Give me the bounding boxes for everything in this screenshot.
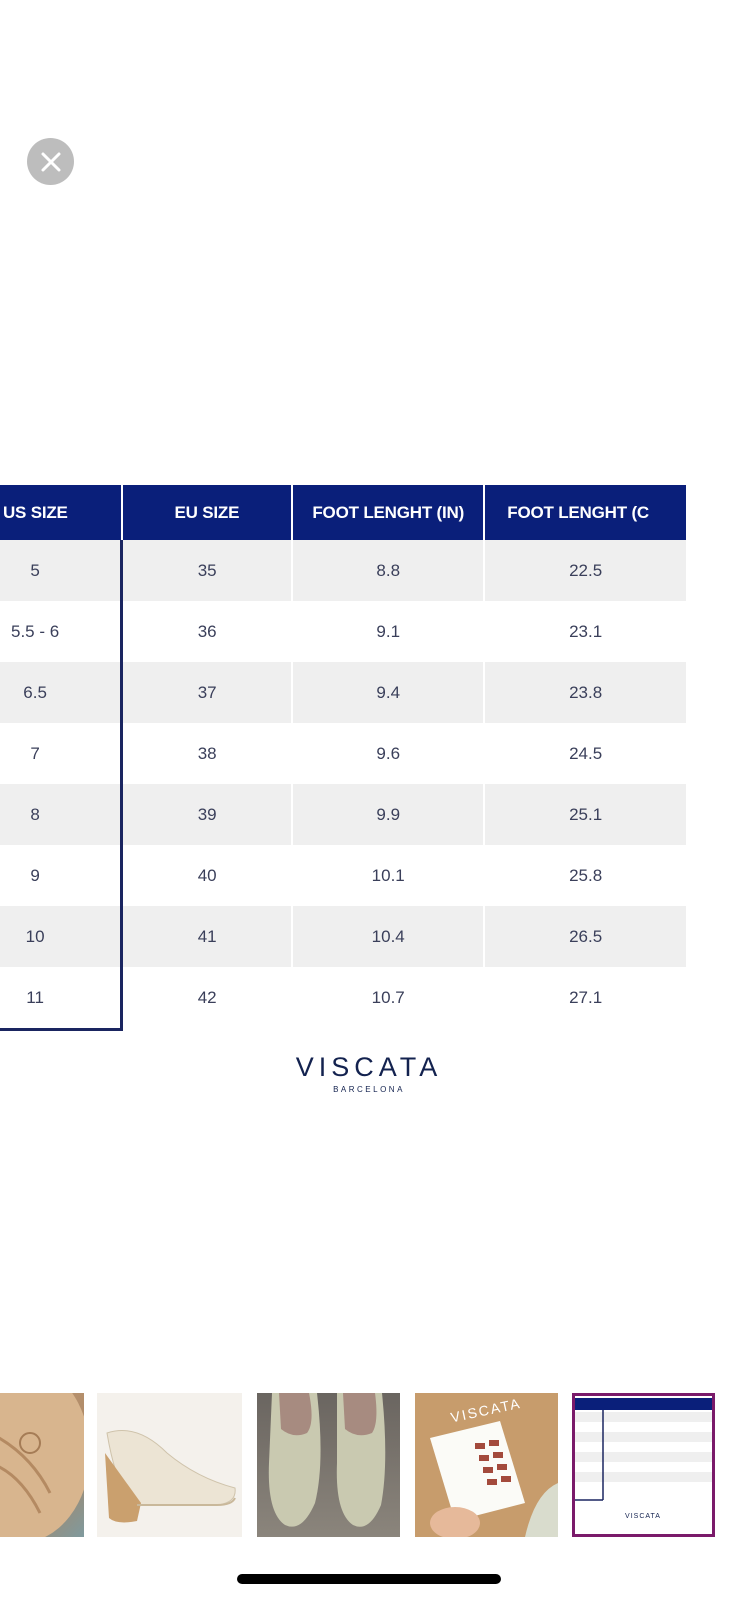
- cell-eu: 38: [121, 723, 294, 784]
- shoes-top-view-graphic: [268, 1393, 386, 1527]
- cell-cm: 25.1: [484, 784, 688, 845]
- cell-us: 6.5: [0, 662, 124, 723]
- thumbnail-sole[interactable]: [0, 1393, 84, 1537]
- cell-cm: 22.5: [484, 540, 688, 601]
- cell-in: 10.4: [292, 906, 486, 967]
- brand-city: BARCELONA: [333, 1085, 405, 1094]
- thumbnail-strip: VISCATA VISCATA: [0, 1393, 738, 1537]
- header-foot-length-cm: FOOT LENGHT (C: [484, 485, 688, 540]
- cell-us: 10: [0, 906, 124, 967]
- sole-photo-graphic: [0, 1393, 84, 1537]
- size-chart-header-row: US SIZE EU SIZE FOOT LENGHT (IN) FOOT LE…: [0, 485, 688, 540]
- cell-eu: 35: [121, 540, 294, 601]
- cell-us: 11: [0, 967, 124, 1031]
- cell-in: 8.8: [292, 540, 486, 601]
- cell-in: 10.7: [292, 967, 486, 1030]
- thumbnail-size-chart-selected[interactable]: VISCATA: [572, 1393, 715, 1537]
- thumbnail-box-and-card[interactable]: VISCATA: [415, 1393, 558, 1537]
- cell-in: 10.1: [292, 845, 486, 906]
- brand-logo: VISCATA BARCELONA: [0, 1052, 738, 1094]
- cell-us: 9: [0, 845, 124, 906]
- table-row: 11 42 10.7 27.1: [0, 967, 688, 1031]
- size-chart-table: US SIZE EU SIZE FOOT LENGHT (IN) FOOT LE…: [0, 485, 688, 1031]
- table-row: 5.5 - 6 36 9.1 23.1: [0, 601, 688, 662]
- brand-name: VISCATA: [295, 1052, 443, 1082]
- cell-cm: 27.1: [484, 967, 688, 1030]
- cell-us: 8: [0, 784, 124, 845]
- cell-us: 5.5 - 6: [0, 601, 124, 662]
- wedge-shoe-graphic: [105, 1430, 236, 1523]
- table-row: 8 39 9.9 25.1: [0, 784, 688, 845]
- home-indicator[interactable]: [237, 1574, 501, 1584]
- cell-in: 9.6: [292, 723, 486, 784]
- header-foot-length-in: FOOT LENGHT (IN): [292, 485, 486, 540]
- table-row: 9 40 10.1 25.8: [0, 845, 688, 906]
- table-row: 7 38 9.6 24.5: [0, 723, 688, 784]
- cell-eu: 39: [121, 784, 294, 845]
- size-chart-thumbnail-graphic: VISCATA: [575, 1398, 712, 1520]
- cell-us: 5: [0, 540, 124, 601]
- cell-cm: 25.8: [484, 845, 688, 906]
- table-row: 10 41 10.4 26.5: [0, 906, 688, 967]
- table-row: 5 35 8.8 22.5: [0, 540, 688, 601]
- cell-eu: 36: [121, 601, 294, 662]
- cell-in: 9.4: [292, 662, 486, 723]
- header-eu-size: EU SIZE: [121, 485, 294, 540]
- thumbnail-wedge-shoe[interactable]: [97, 1393, 242, 1537]
- thumbnail-shoes-top-view[interactable]: [257, 1393, 400, 1537]
- cell-cm: 23.1: [484, 601, 688, 662]
- cell-cm: 26.5: [484, 906, 688, 967]
- cell-eu: 37: [121, 662, 294, 723]
- cell-in: 9.9: [292, 784, 486, 845]
- box-and-card-graphic: VISCATA: [415, 1393, 558, 1537]
- cell-us: 7: [0, 723, 124, 784]
- cell-eu: 42: [121, 967, 294, 1030]
- cell-in: 9.1: [292, 601, 486, 662]
- thumbnail-chart-brand: VISCATA: [625, 1513, 661, 1520]
- cell-cm: 23.8: [484, 662, 688, 723]
- header-us-size: US SIZE: [0, 485, 123, 540]
- cell-eu: 40: [121, 845, 294, 906]
- close-icon: [41, 152, 60, 171]
- close-button[interactable]: [27, 138, 74, 185]
- cell-eu: 41: [121, 906, 294, 967]
- table-row: 6.5 37 9.4 23.8: [0, 662, 688, 723]
- cell-cm: 24.5: [484, 723, 688, 784]
- size-chart-image[interactable]: US SIZE EU SIZE FOOT LENGHT (IN) FOOT LE…: [0, 485, 738, 1110]
